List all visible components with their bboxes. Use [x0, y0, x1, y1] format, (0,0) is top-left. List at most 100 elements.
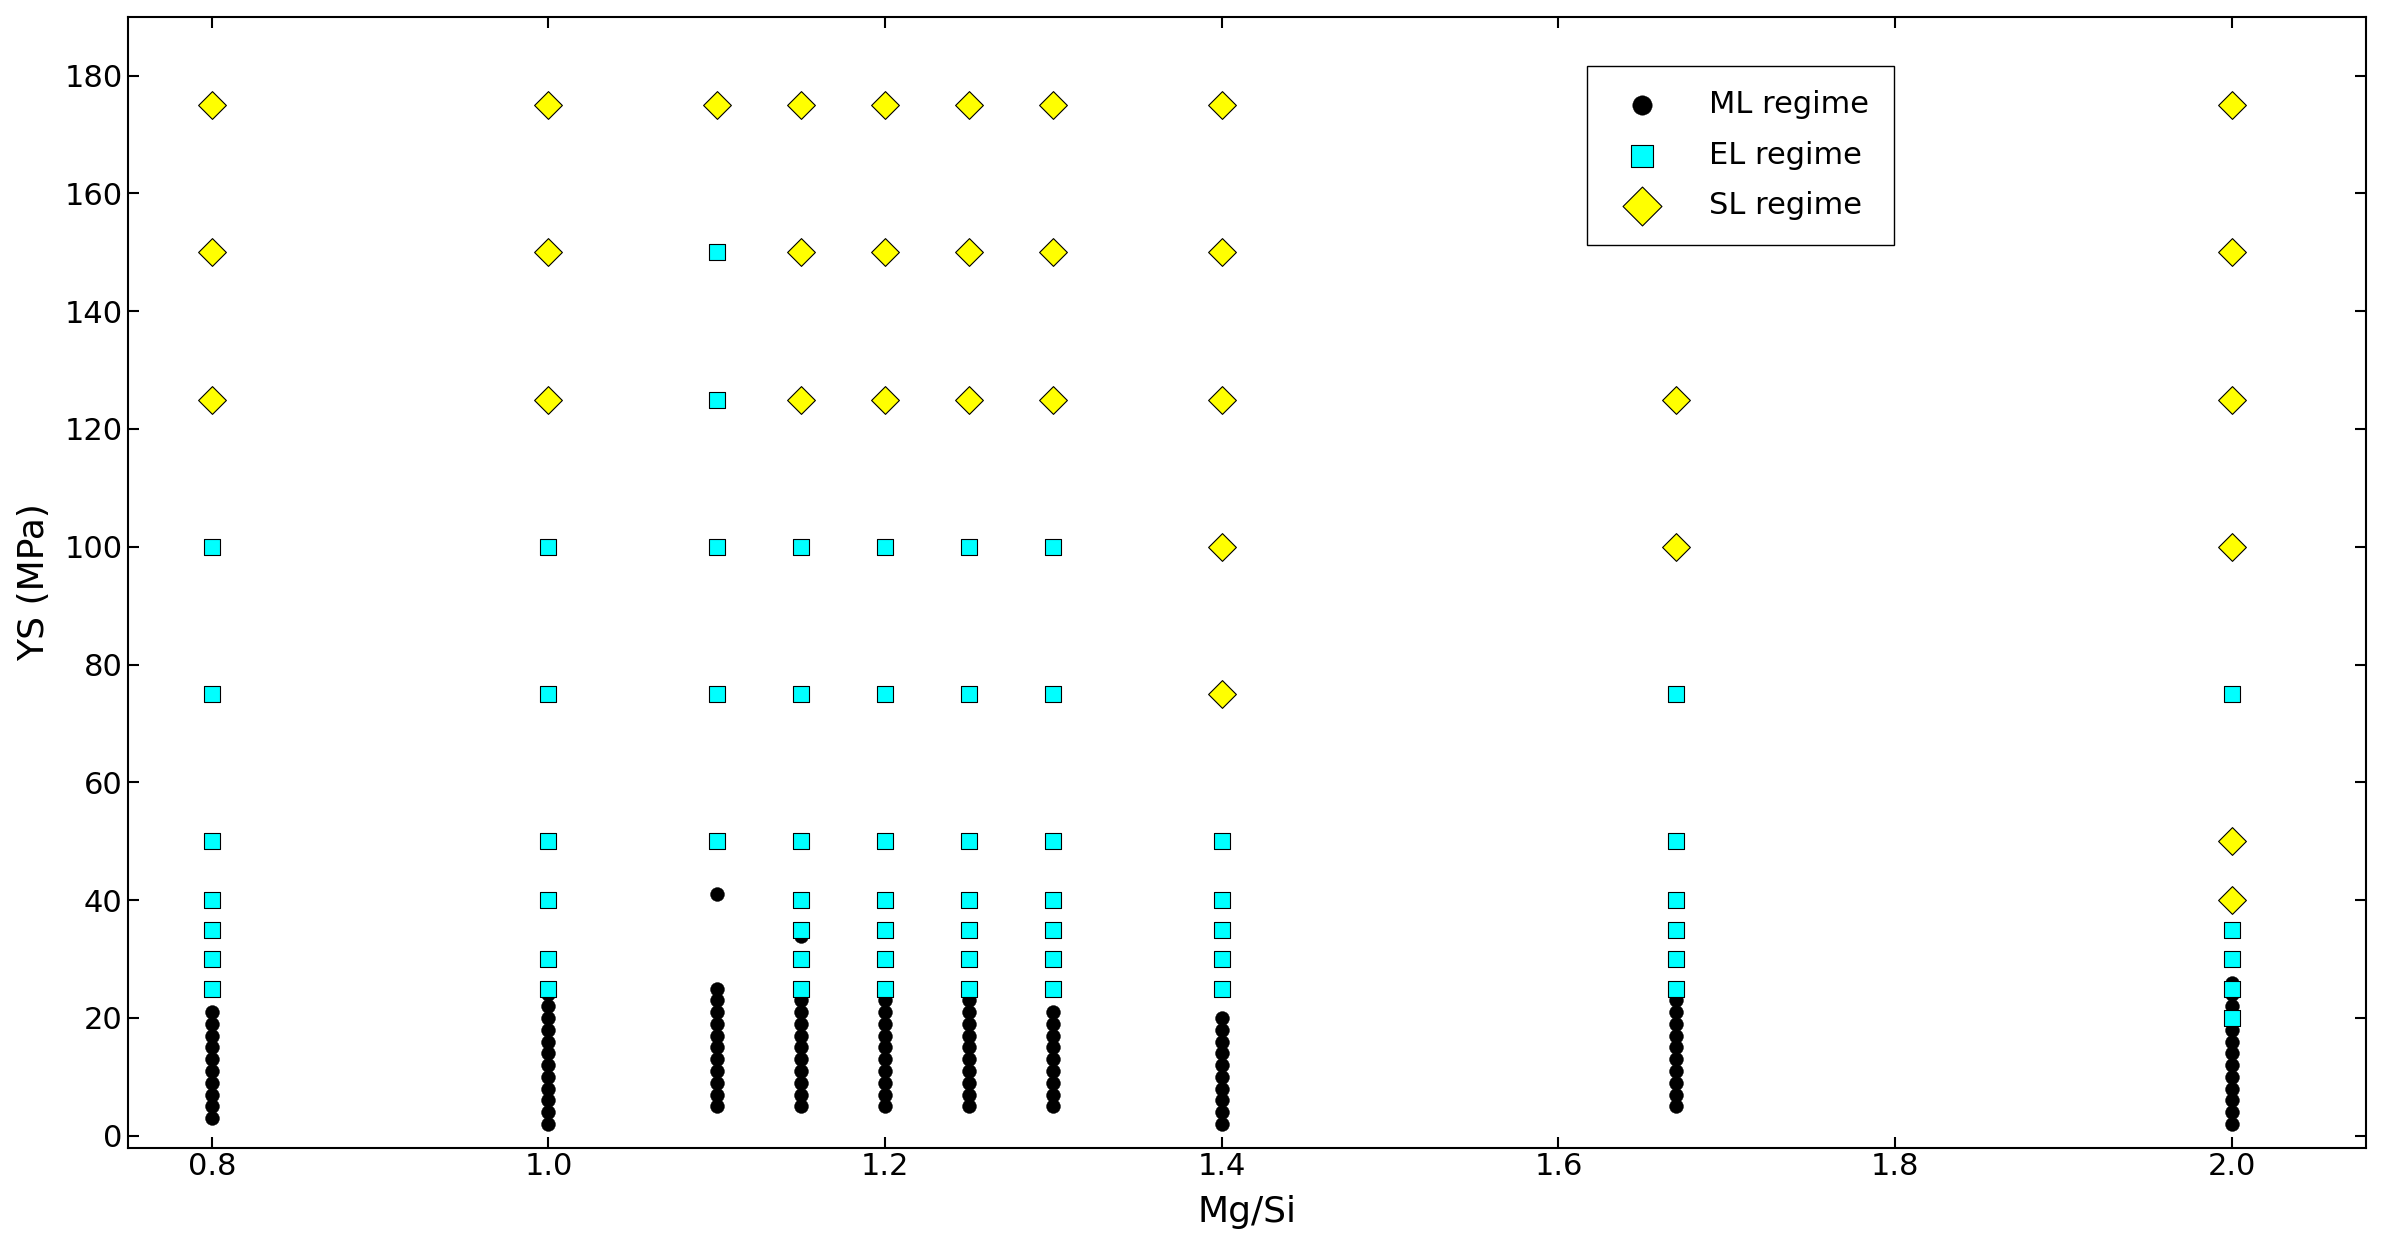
EL regime: [782, 537, 820, 557]
ML regime: [1034, 1073, 1072, 1093]
EL regime: [193, 949, 231, 969]
SL regime: [782, 95, 820, 115]
ML regime: [1656, 1062, 1694, 1082]
ML regime: [951, 1084, 989, 1104]
ML regime: [782, 1084, 820, 1104]
ML regime: [698, 1096, 736, 1116]
SL regime: [1656, 390, 1694, 410]
ML regime: [951, 1062, 989, 1082]
ML regime: [529, 1019, 567, 1039]
SL regime: [2211, 242, 2250, 262]
ML regime: [782, 926, 820, 946]
SL regime: [529, 242, 567, 262]
ML regime: [865, 1002, 903, 1022]
ML regime: [698, 1049, 736, 1069]
ML regime: [529, 1055, 567, 1075]
SL regime: [951, 390, 989, 410]
ML regime: [698, 1014, 736, 1034]
ML regime: [698, 1084, 736, 1104]
SL regime: [1034, 242, 1072, 262]
SL regime: [1203, 537, 1242, 557]
ML regime: [865, 1084, 903, 1104]
EL regime: [1034, 684, 1072, 704]
ML regime: [1203, 1032, 1242, 1052]
EL regime: [2211, 978, 2250, 998]
ML regime: [951, 1025, 989, 1045]
ML regime: [1203, 1019, 1242, 1039]
EL regime: [1034, 920, 1072, 939]
SL regime: [951, 95, 989, 115]
EL regime: [951, 537, 989, 557]
EL regime: [1656, 890, 1694, 910]
EL regime: [2211, 920, 2250, 939]
ML regime: [1656, 1084, 1694, 1104]
ML regime: [865, 1038, 903, 1058]
ML regime: [193, 1002, 231, 1022]
ML regime: [782, 1062, 820, 1082]
ML regime: [865, 978, 903, 998]
EL regime: [1203, 920, 1242, 939]
EL regime: [698, 242, 736, 262]
ML regime: [529, 1079, 567, 1099]
ML regime: [951, 1073, 989, 1093]
ML regime: [1034, 1096, 1072, 1116]
Y-axis label: YS (MPa): YS (MPa): [17, 503, 50, 662]
ML regime: [2211, 997, 2250, 1017]
ML regime: [782, 1002, 820, 1022]
ML regime: [1034, 1084, 1072, 1104]
EL regime: [698, 684, 736, 704]
SL regime: [193, 95, 231, 115]
EL regime: [865, 890, 903, 910]
ML regime: [1203, 1079, 1242, 1099]
EL regime: [1656, 978, 1694, 998]
ML regime: [1656, 1002, 1694, 1022]
ML regime: [782, 1014, 820, 1034]
EL regime: [2211, 949, 2250, 969]
EL regime: [1203, 890, 1242, 910]
ML regime: [2211, 1114, 2250, 1134]
ML regime: [865, 1062, 903, 1082]
SL regime: [782, 390, 820, 410]
ML regime: [2211, 1043, 2250, 1063]
EL regime: [1656, 831, 1694, 851]
ML regime: [529, 1114, 567, 1134]
EL regime: [698, 537, 736, 557]
EL regime: [865, 831, 903, 851]
SL regime: [2211, 95, 2250, 115]
EL regime: [951, 684, 989, 704]
EL regime: [865, 978, 903, 998]
ML regime: [782, 1049, 820, 1069]
EL regime: [529, 537, 567, 557]
SL regime: [1656, 95, 1694, 115]
SL regime: [2211, 831, 2250, 851]
ML regime: [1203, 1114, 1242, 1134]
ML regime: [2211, 1008, 2250, 1028]
ML regime: [951, 978, 989, 998]
EL regime: [529, 949, 567, 969]
ML regime: [193, 1038, 231, 1058]
ML regime: [782, 1025, 820, 1045]
ML regime: [865, 991, 903, 1011]
ML regime: [782, 1038, 820, 1058]
SL regime: [1203, 95, 1242, 115]
EL regime: [529, 890, 567, 910]
ML regime: [2211, 1090, 2250, 1110]
EL regime: [1656, 949, 1694, 969]
ML regime: [698, 978, 736, 998]
ML regime: [865, 1073, 903, 1093]
ML regime: [193, 1096, 231, 1116]
EL regime: [698, 831, 736, 851]
ML regime: [1203, 1008, 1242, 1028]
EL regime: [782, 949, 820, 969]
ML regime: [193, 1108, 231, 1128]
ML regime: [865, 1025, 903, 1045]
SL regime: [865, 95, 903, 115]
ML regime: [529, 984, 567, 1004]
EL regime: [193, 890, 231, 910]
ML regime: [2211, 1067, 2250, 1087]
ML regime: [2211, 1055, 2250, 1075]
ML regime: [1656, 1096, 1694, 1116]
ML regime: [865, 1096, 903, 1116]
EL regime: [782, 831, 820, 851]
EL regime: [782, 978, 820, 998]
